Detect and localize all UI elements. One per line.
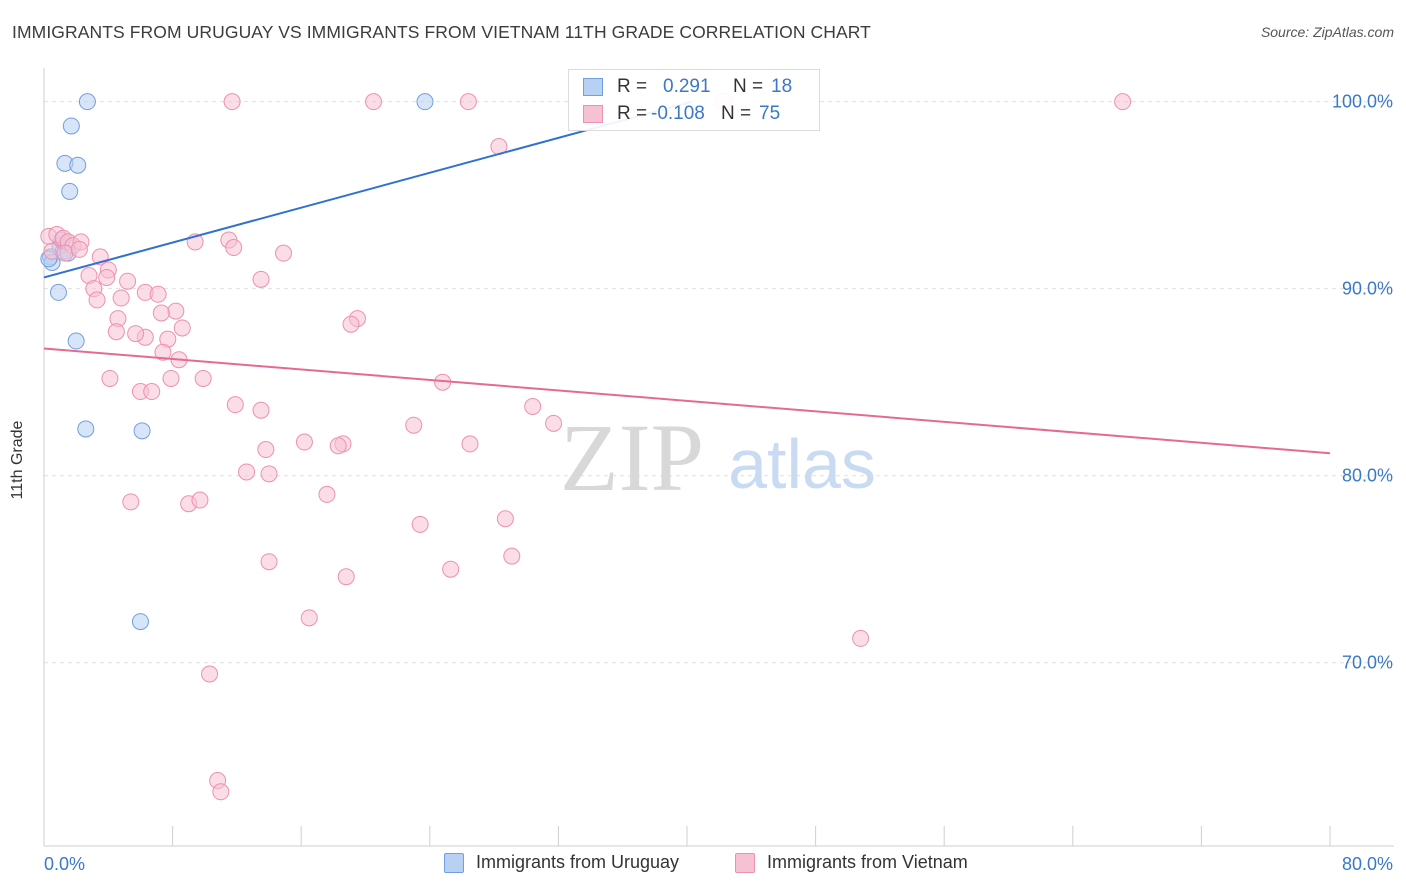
- point-vietnam: [119, 272, 137, 290]
- y-tick-label: 80.0%: [1342, 466, 1393, 486]
- point-vietnam: [1114, 93, 1132, 111]
- watermark-atlas: atlas: [728, 425, 876, 503]
- point-vietnam: [167, 302, 185, 320]
- point-vietnam: [252, 270, 270, 288]
- n-value: 75: [759, 103, 781, 124]
- point-vietnam: [524, 398, 542, 416]
- point-uruguay: [78, 93, 96, 111]
- watermark: ZIP atlas: [560, 404, 876, 511]
- gridlines: [44, 101, 1390, 664]
- point-uruguay: [133, 422, 151, 440]
- legend-swatch-vietnam: [735, 852, 755, 873]
- legend-label-uruguay: Immigrants from Uruguay: [476, 852, 680, 872]
- point-vietnam: [162, 369, 180, 387]
- point-vietnam: [442, 560, 460, 578]
- point-uruguay: [77, 420, 95, 438]
- point-vietnam: [149, 285, 167, 303]
- point-vietnam: [56, 244, 74, 262]
- point-vietnam: [405, 416, 423, 434]
- point-vietnam: [365, 93, 383, 111]
- point-vietnam: [545, 414, 563, 432]
- point-vietnam: [300, 609, 318, 627]
- x-tick-label-max: 80.0%: [1342, 854, 1393, 874]
- point-vietnam: [88, 291, 106, 309]
- x-tick-labels: 0.0% 80.0%: [44, 854, 1393, 874]
- point-vietnam: [152, 304, 170, 322]
- point-vietnam: [226, 396, 244, 414]
- point-vietnam: [154, 343, 172, 361]
- point-vietnam: [107, 323, 125, 341]
- point-vietnam: [173, 319, 191, 337]
- point-vietnam: [194, 369, 212, 387]
- point-vietnam: [201, 665, 219, 683]
- point-uruguay: [61, 182, 79, 200]
- point-uruguay: [67, 332, 85, 350]
- point-vietnam: [275, 244, 293, 262]
- watermark-zip: ZIP: [560, 404, 704, 511]
- point-vietnam: [70, 240, 88, 258]
- point-vietnam: [329, 437, 347, 455]
- point-vietnam: [252, 401, 270, 419]
- point-vietnam: [143, 383, 161, 401]
- chart-source: Source: ZipAtlas.com: [1260, 24, 1394, 40]
- r-value: -0.108: [651, 103, 705, 124]
- point-uruguay: [62, 117, 80, 135]
- n-value: 18: [771, 76, 793, 97]
- x-tick-label-min: 0.0%: [44, 854, 85, 874]
- point-vietnam: [98, 268, 116, 286]
- r-label: R =: [617, 76, 648, 97]
- point-vietnam: [461, 435, 479, 453]
- point-vietnam: [223, 93, 241, 111]
- stats-row-vietnam: R = -0.108 N = 75: [583, 102, 780, 126]
- point-vietnam: [852, 629, 870, 647]
- point-vietnam: [112, 289, 130, 307]
- stats-swatch-uruguay: [583, 78, 603, 96]
- point-uruguay: [49, 283, 67, 301]
- stats-row-uruguay: R = 0.291 N = 18: [583, 75, 792, 99]
- y-tick-label: 100.0%: [1332, 92, 1393, 112]
- chart-title: IMMIGRANTS FROM URUGUAY VS IMMIGRANTS FR…: [12, 22, 871, 42]
- y-tick-label: 90.0%: [1342, 279, 1393, 299]
- point-vietnam: [257, 441, 275, 459]
- point-vietnam: [318, 485, 336, 503]
- point-uruguay: [416, 93, 434, 111]
- point-vietnam: [342, 315, 360, 333]
- point-vietnam: [191, 491, 209, 509]
- point-vietnam: [411, 515, 429, 533]
- r-value: 0.291: [663, 76, 711, 97]
- trend-line-vietnam: [43, 347, 1331, 455]
- point-vietnam: [122, 493, 140, 511]
- point-vietnam: [225, 239, 243, 257]
- point-vietnam: [260, 465, 278, 483]
- point-uruguay: [131, 613, 149, 631]
- point-uruguay: [69, 156, 87, 174]
- point-vietnam: [496, 510, 514, 528]
- legend-label-vietnam: Immigrants from Vietnam: [767, 852, 968, 872]
- point-vietnam: [503, 547, 521, 565]
- n-label: N =: [733, 76, 764, 97]
- point-vietnam: [337, 568, 355, 586]
- point-vietnam: [459, 93, 477, 111]
- point-vietnam: [260, 553, 278, 571]
- legend: Immigrants from Uruguay Immigrants from …: [0, 852, 1406, 878]
- y-tick-label: 70.0%: [1342, 653, 1393, 673]
- axes: [43, 68, 1394, 847]
- stats-swatch-vietnam: [583, 105, 603, 123]
- stats-box: R = 0.291 N = 18 R = -0.108 N = 75: [568, 69, 820, 131]
- point-vietnam: [238, 463, 256, 481]
- point-vietnam: [295, 433, 313, 451]
- legend-item-vietnam[interactable]: Immigrants from Vietnam: [735, 852, 968, 873]
- n-label: N =: [721, 103, 752, 124]
- r-label: R =: [617, 103, 648, 124]
- point-vietnam: [212, 783, 230, 801]
- legend-swatch-uruguay: [444, 852, 464, 873]
- point-vietnam: [101, 369, 119, 387]
- point-vietnam: [127, 325, 145, 343]
- y-tick-labels: 100.0% 90.0% 80.0% 70.0%: [1332, 92, 1393, 673]
- legend-item-uruguay[interactable]: Immigrants from Uruguay: [444, 852, 679, 873]
